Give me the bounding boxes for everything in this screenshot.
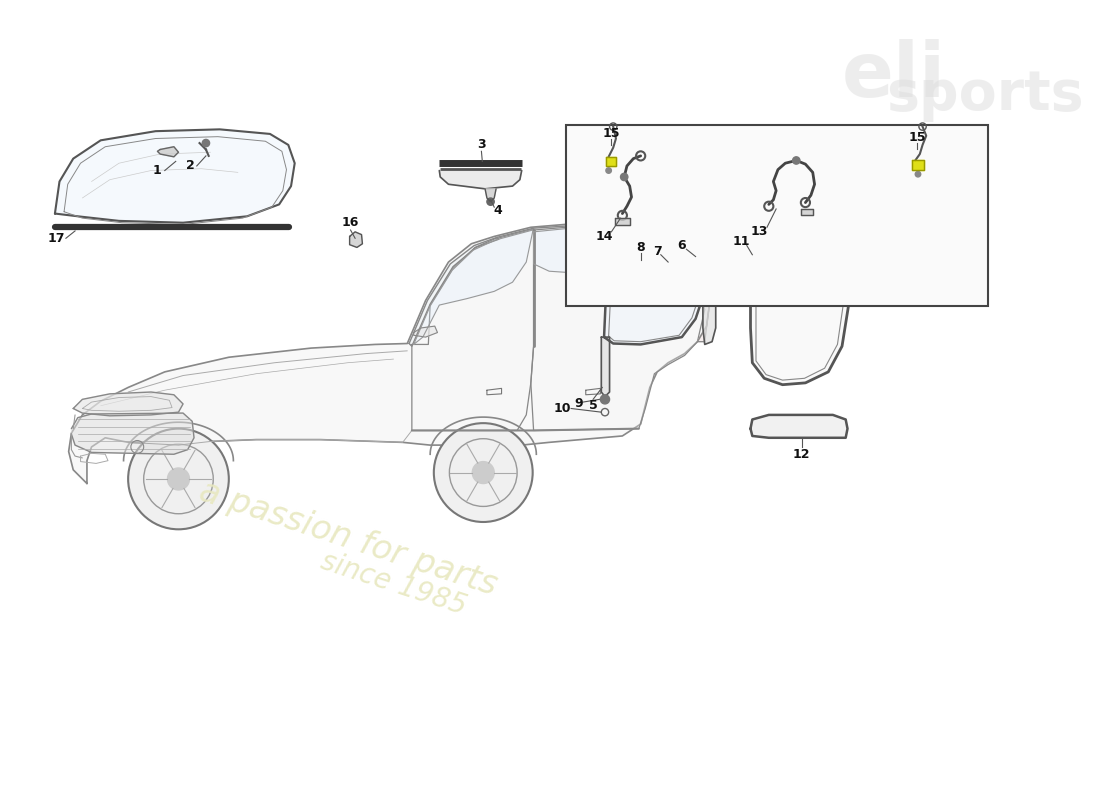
Polygon shape <box>602 337 609 397</box>
Circle shape <box>606 168 612 174</box>
Circle shape <box>915 171 921 177</box>
Polygon shape <box>750 232 849 385</box>
Circle shape <box>793 157 800 164</box>
Text: 9: 9 <box>574 398 583 410</box>
Polygon shape <box>485 189 496 202</box>
Polygon shape <box>913 161 924 170</box>
Text: 4: 4 <box>494 204 503 218</box>
Polygon shape <box>414 326 438 337</box>
Polygon shape <box>439 170 521 189</box>
Polygon shape <box>706 290 713 296</box>
Text: 11: 11 <box>733 234 750 247</box>
Text: 1: 1 <box>153 164 162 177</box>
Polygon shape <box>414 230 532 345</box>
Polygon shape <box>750 415 847 438</box>
Circle shape <box>202 139 210 146</box>
Circle shape <box>433 423 532 522</box>
Text: 12: 12 <box>793 448 811 461</box>
Polygon shape <box>72 413 194 454</box>
Text: 6: 6 <box>678 239 686 252</box>
Circle shape <box>472 462 494 483</box>
Text: 16: 16 <box>342 216 360 230</box>
Text: 13: 13 <box>751 226 768 238</box>
Polygon shape <box>531 226 705 430</box>
Text: sports: sports <box>886 67 1084 122</box>
Polygon shape <box>606 157 616 166</box>
Polygon shape <box>68 222 710 483</box>
Polygon shape <box>703 262 716 345</box>
Text: 14: 14 <box>595 230 613 243</box>
Polygon shape <box>157 146 178 157</box>
Polygon shape <box>801 209 813 215</box>
Circle shape <box>128 429 229 530</box>
Circle shape <box>620 174 628 181</box>
Polygon shape <box>350 232 362 247</box>
Text: eli: eli <box>842 39 946 114</box>
Polygon shape <box>409 238 498 346</box>
Text: 17: 17 <box>48 232 66 245</box>
Text: 8: 8 <box>637 241 645 254</box>
Text: 10: 10 <box>553 402 571 415</box>
Polygon shape <box>411 229 534 430</box>
Text: 2: 2 <box>186 159 195 173</box>
Text: 3: 3 <box>477 138 486 151</box>
Polygon shape <box>534 226 689 282</box>
Polygon shape <box>55 130 295 222</box>
Text: since 1985: since 1985 <box>317 547 470 621</box>
Polygon shape <box>615 218 629 225</box>
Text: 15: 15 <box>909 131 926 144</box>
Text: 15: 15 <box>603 127 620 141</box>
Circle shape <box>487 198 494 206</box>
Polygon shape <box>604 262 705 345</box>
FancyBboxPatch shape <box>565 125 989 306</box>
Polygon shape <box>74 392 183 416</box>
Circle shape <box>601 394 609 404</box>
Circle shape <box>167 468 189 490</box>
Polygon shape <box>659 233 701 291</box>
Text: 5: 5 <box>588 399 597 412</box>
Polygon shape <box>697 305 710 342</box>
Text: 7: 7 <box>652 246 661 258</box>
Text: a passion for parts: a passion for parts <box>195 474 500 602</box>
